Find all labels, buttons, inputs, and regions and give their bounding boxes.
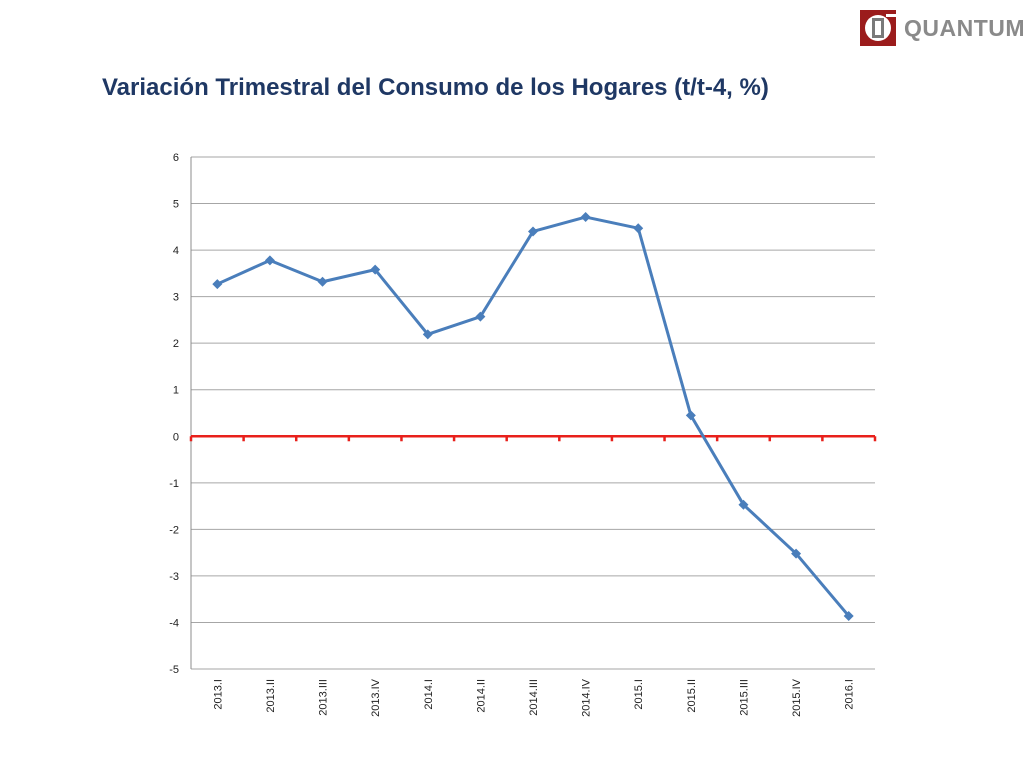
y-tick-label: 0 (173, 431, 179, 443)
y-tick-label: -2 (169, 524, 179, 536)
logo-text: QUANTUM (904, 15, 1024, 41)
data-point (528, 226, 538, 237)
x-tick-label: 2014.IV (581, 678, 593, 717)
x-tick-label: 2013.II (265, 679, 277, 713)
data-point (791, 548, 802, 559)
y-tick-label: 6 (173, 152, 179, 164)
series-group (212, 212, 854, 621)
data-point (738, 499, 749, 510)
y-tick-label: -1 (169, 478, 179, 490)
data-point (370, 264, 381, 275)
quantum-logo: QUANTUM (858, 6, 1024, 48)
x-tick-label: 2014.II (475, 679, 487, 713)
data-point (422, 329, 433, 340)
y-tick-label: -5 (169, 664, 179, 676)
x-axis-tick-labels: 2013.I 2013.II 2013.III 2013.IV 2014.I 2014.I… (212, 678, 855, 717)
data-point (264, 255, 275, 266)
data-point (212, 279, 223, 290)
y-tick-label: 1 (173, 385, 179, 397)
x-tick-label: 2013.III (318, 679, 330, 716)
y-tick-label: 3 (173, 292, 179, 304)
x-tick-label: 2016.I (844, 679, 856, 710)
y-tick-label: -4 (169, 617, 179, 629)
data-point (843, 610, 854, 621)
zero-reference-line (189, 435, 877, 442)
data-point (685, 410, 696, 421)
x-tick-label: 2015.I (633, 679, 645, 710)
quantum-logo-mark-icon (860, 10, 896, 46)
data-point (633, 223, 644, 234)
y-tick-label: 5 (173, 199, 179, 211)
y-tick-label: 4 (173, 245, 179, 257)
data-point (475, 311, 486, 322)
x-tick-label: 2013.I (212, 679, 224, 710)
x-tick-label: 2015.II (686, 679, 698, 713)
y-axis-tick-labels: 6 5 4 3 2 1 0 -1 -2 -3 -4 -5 (169, 152, 179, 676)
chart-title: Variación Trimestral del Consumo de los … (102, 74, 769, 101)
x-tick-label: 2014.III (528, 679, 540, 716)
x-tick-label: 2015.III (738, 679, 750, 716)
x-tick-label: 2013.IV (370, 678, 382, 717)
y-tick-label: 2 (173, 338, 179, 350)
data-point (580, 212, 591, 223)
y-tick-label: -3 (169, 571, 179, 583)
data-point (317, 276, 328, 287)
series-line (216, 215, 850, 617)
x-tick-label: 2014.I (423, 679, 435, 710)
x-tick-label: 2015.IV (791, 678, 803, 717)
